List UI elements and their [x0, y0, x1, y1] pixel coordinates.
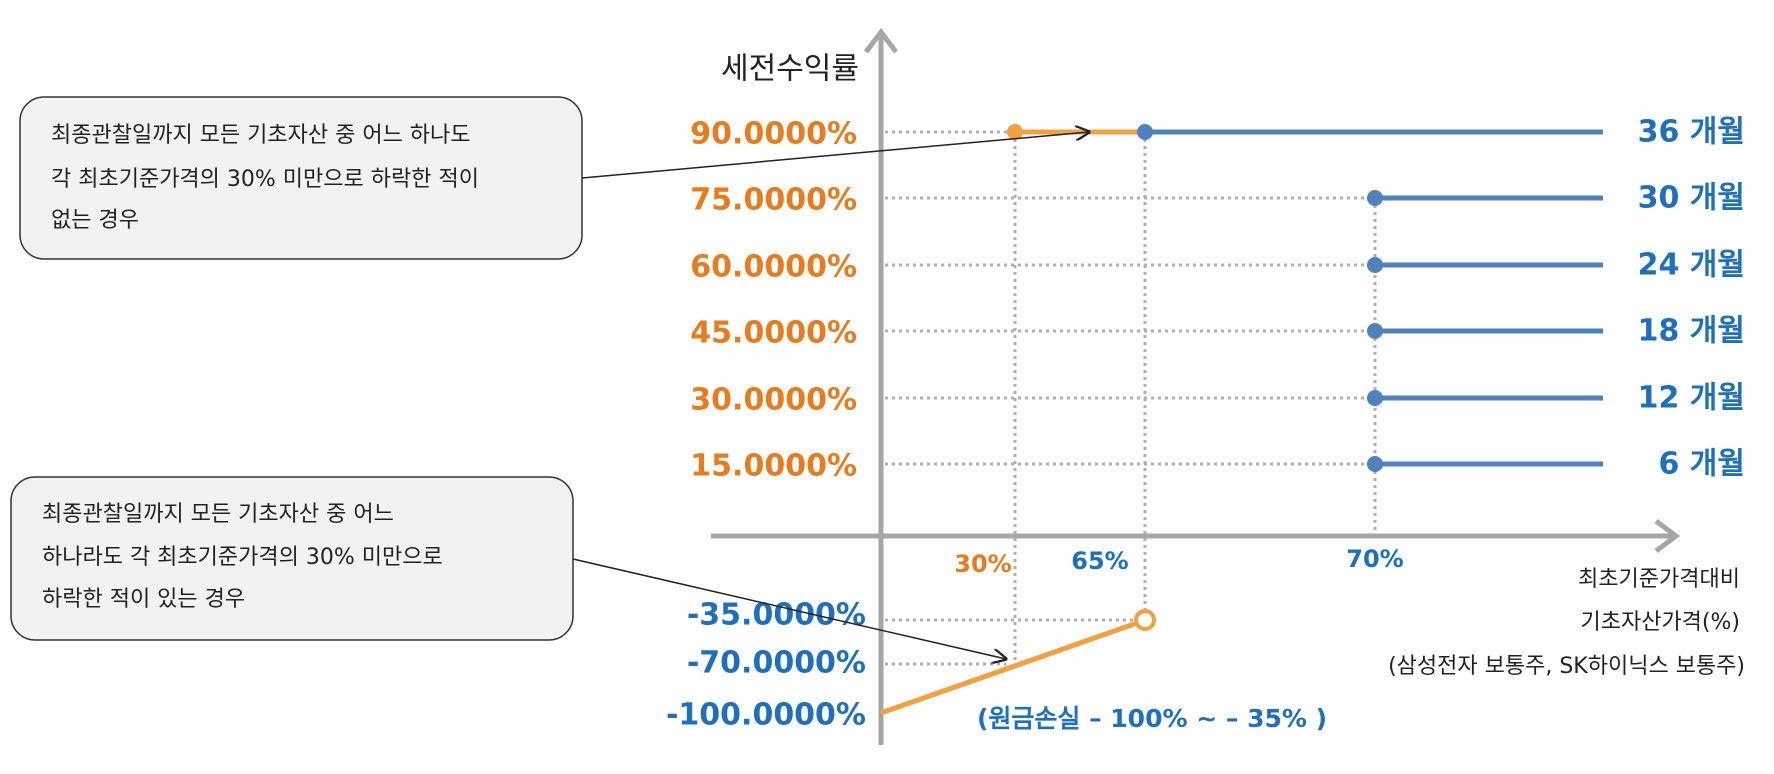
- x-axis-caption: (삼성전자 보통주, SK하이닉스 보통주): [1388, 654, 1745, 679]
- loss-label: -70.0000%: [687, 646, 866, 681]
- barrier-label: 65%: [1071, 547, 1128, 575]
- callout-text: 최종관찰일까지 모든 기초자산 중 어느 하나도: [51, 123, 471, 148]
- loss-note: (원금손실 – 100% ~ – 35% ): [977, 704, 1327, 733]
- guides: [885, 130, 1377, 666]
- callout-text: 각 최초기준가격의 30% 미만으로 하락한 적이: [51, 167, 479, 192]
- callout: 최종관찰일까지 모든 기초자산 중 어느 하나도 각 최초기준가격의 30% 미…: [19, 96, 1089, 260]
- callout-text: 없는 경우: [51, 208, 139, 233]
- period-label: 24 개월: [1638, 248, 1745, 283]
- callout-text: 최종관찰일까지 모든 기초자산 중 어느: [42, 502, 394, 527]
- loss-label: -100.0000%: [666, 698, 866, 733]
- x-axis-caption: 최초기준가격대비: [1578, 567, 1740, 592]
- callout-text: 하나라도 각 최초기준가격의 30% 미만으로: [42, 545, 443, 570]
- period-label: 18 개월: [1638, 314, 1745, 349]
- barrier-label: 30%: [954, 550, 1011, 578]
- axes: [711, 27, 1681, 745]
- barrier-label: 70%: [1346, 545, 1403, 573]
- return-label: 75.0000%: [690, 183, 857, 218]
- returns: 90.0000% 75.0000% 60.0000% 45.0000% 30.0…: [690, 115, 1745, 484]
- period-label: 6 개월: [1658, 447, 1745, 482]
- return-label: 30.0000%: [690, 383, 857, 418]
- callout-text: 하락한 적이 있는 경우: [42, 587, 245, 612]
- period-label: 36 개월: [1638, 115, 1745, 150]
- payoff: [880, 124, 1603, 716]
- period-label: 30 개월: [1638, 181, 1745, 216]
- return-label: 15.0000%: [690, 449, 857, 484]
- losses: -35.0000% -70.0000% -100.0000%: [666, 598, 866, 733]
- loss-label: -35.0000%: [687, 598, 866, 633]
- return-label: 45.0000%: [690, 316, 857, 351]
- x-axis-caption: 기초자산가격(%): [1580, 610, 1740, 635]
- callout: 최종관찰일까지 모든 기초자산 중 어느 하나라도 각 최초기준가격의 30% …: [10, 476, 1006, 659]
- period-label: 12 개월: [1638, 381, 1745, 416]
- return-label: 60.0000%: [690, 250, 857, 285]
- axis-title: 세전수익률: [721, 52, 859, 87]
- return-label: 90.0000%: [690, 117, 857, 152]
